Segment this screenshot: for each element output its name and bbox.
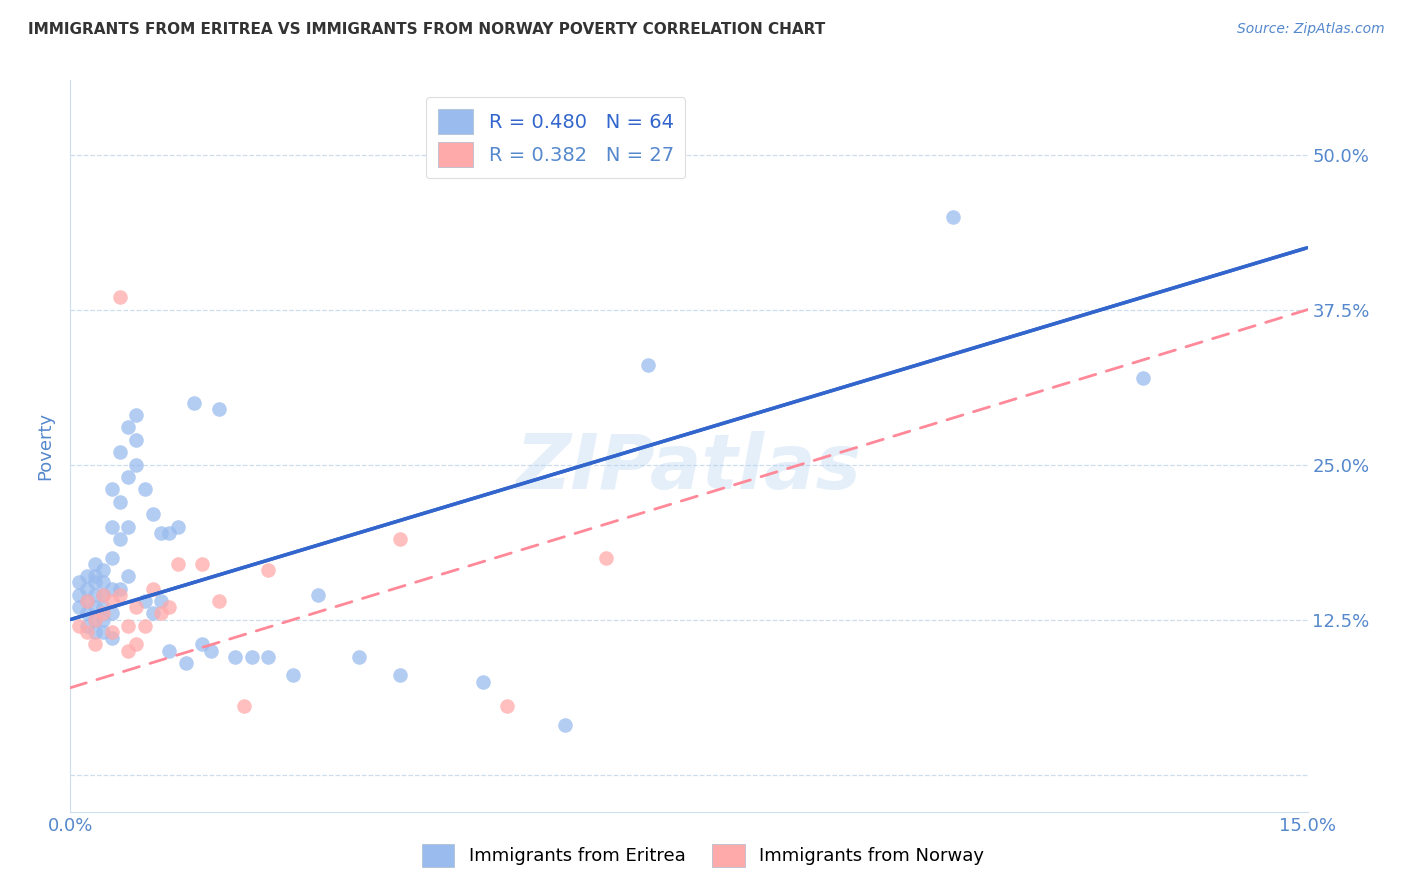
Point [108, 290, 131, 304]
Point [240, 649, 263, 664]
Point [200, 643, 222, 657]
Point [100, 624, 122, 639]
Point [76, 582, 98, 596]
Point [100, 550, 122, 565]
Point [76, 624, 98, 639]
Point [108, 582, 131, 596]
Point [166, 519, 188, 533]
Point [108, 495, 131, 509]
Text: Source: ZipAtlas.com: Source: ZipAtlas.com [1237, 22, 1385, 37]
Point [84, 637, 107, 651]
Point [91, 588, 114, 602]
Point [389, 532, 412, 546]
Point [942, 210, 965, 224]
Point [637, 359, 659, 373]
Text: IMMIGRANTS FROM ERITREA VS IMMIGRANTS FROM NORWAY POVERTY CORRELATION CHART: IMMIGRANTS FROM ERITREA VS IMMIGRANTS FR… [28, 22, 825, 37]
Point [91, 613, 114, 627]
Point [257, 649, 280, 664]
Point [67, 600, 90, 615]
Point [142, 582, 165, 596]
Point [125, 408, 148, 422]
Point [67, 575, 90, 590]
Point [84, 575, 107, 590]
Point [191, 557, 214, 571]
Point [91, 575, 114, 590]
Point [117, 470, 139, 484]
Point [125, 600, 148, 615]
Point [307, 588, 329, 602]
Point [157, 600, 180, 615]
Point [134, 619, 156, 633]
Point [183, 395, 205, 409]
Point [142, 607, 165, 621]
Legend: R = 0.480   N = 64, R = 0.382   N = 27: R = 0.480 N = 64, R = 0.382 N = 27 [426, 97, 686, 178]
Point [174, 656, 197, 670]
Point [150, 525, 173, 540]
Point [108, 588, 131, 602]
Point [157, 525, 180, 540]
Point [100, 631, 122, 645]
Point [100, 519, 122, 533]
Point [91, 563, 114, 577]
Point [554, 718, 576, 732]
Point [84, 569, 107, 583]
Point [232, 699, 254, 714]
Point [84, 588, 107, 602]
Point [108, 532, 131, 546]
Legend: Immigrants from Eritrea, Immigrants from Norway: Immigrants from Eritrea, Immigrants from… [415, 837, 991, 874]
Point [84, 600, 107, 615]
Point [134, 483, 156, 497]
Point [100, 594, 122, 608]
Point [125, 458, 148, 472]
Point [91, 600, 114, 615]
Point [67, 588, 90, 602]
Point [76, 619, 98, 633]
Point [150, 594, 173, 608]
Y-axis label: Poverty: Poverty [37, 412, 55, 480]
Point [84, 613, 107, 627]
Point [91, 607, 114, 621]
Point [117, 519, 139, 533]
Point [100, 582, 122, 596]
Point [150, 607, 173, 621]
Point [496, 699, 519, 714]
Point [257, 563, 280, 577]
Point [347, 649, 370, 664]
Point [84, 613, 107, 627]
Point [208, 401, 231, 416]
Point [100, 483, 122, 497]
Point [1132, 371, 1154, 385]
Point [76, 594, 98, 608]
Point [117, 569, 139, 583]
Point [76, 569, 98, 583]
Point [157, 643, 180, 657]
Point [191, 637, 214, 651]
Point [117, 643, 139, 657]
Point [117, 420, 139, 434]
Point [84, 557, 107, 571]
Point [134, 594, 156, 608]
Point [389, 668, 412, 682]
Point [67, 619, 90, 633]
Point [91, 588, 114, 602]
Point [281, 668, 304, 682]
Point [100, 607, 122, 621]
Point [595, 550, 617, 565]
Point [125, 433, 148, 447]
Point [125, 637, 148, 651]
Point [224, 649, 246, 664]
Point [84, 624, 107, 639]
Point [76, 607, 98, 621]
Point [76, 594, 98, 608]
Text: ZIPatlas: ZIPatlas [516, 431, 862, 505]
Point [471, 674, 494, 689]
Point [91, 624, 114, 639]
Point [142, 507, 165, 521]
Point [166, 557, 188, 571]
Point [208, 594, 231, 608]
Point [117, 619, 139, 633]
Point [108, 445, 131, 459]
